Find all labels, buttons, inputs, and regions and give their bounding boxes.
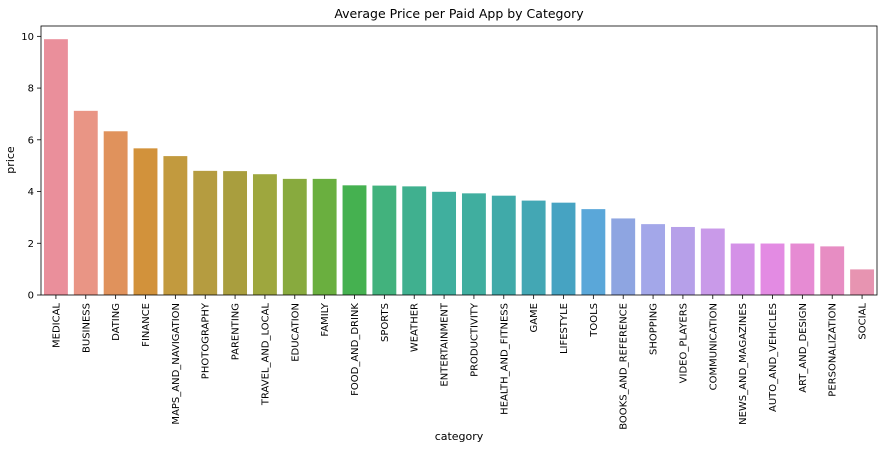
x-tick-label: MEDICAL <box>51 303 62 348</box>
x-tick-label: LIFESTYLE <box>559 303 570 354</box>
x-tick-label: PRODUCTIVITY <box>469 302 480 377</box>
y-tick-label: 0 <box>28 291 34 302</box>
x-tick-label: AUTO_AND_VEHICLES <box>768 303 779 412</box>
x-tick-label: FAMILY <box>320 302 331 336</box>
y-tick-label: 8 <box>28 84 34 95</box>
x-tick-label: MAPS_AND_NAVIGATION <box>171 303 182 425</box>
bar-video-players <box>670 226 695 295</box>
bars-group <box>43 39 875 295</box>
bar-maps-and-navigation <box>163 156 188 295</box>
bar-travel-and-local <box>252 174 277 295</box>
plot-frame <box>40 25 878 296</box>
bar-art-and-design <box>790 243 815 295</box>
y-tick-label: 10 <box>21 32 34 43</box>
x-tick-label: HEALTH_AND_FITNESS <box>499 303 510 415</box>
bar-tools <box>581 209 606 295</box>
x-tick-label: PARENTING <box>231 303 242 360</box>
bar-weather <box>402 186 427 295</box>
bar-family <box>312 178 337 295</box>
bar-entertainment <box>432 191 457 295</box>
y-axis-label: price <box>4 146 17 174</box>
x-tick-label: SOCIAL <box>858 303 869 340</box>
bar-personalization <box>820 246 845 295</box>
x-tick-label: DATING <box>111 303 122 341</box>
y-tick-label: 4 <box>28 187 34 198</box>
bar-dating <box>103 131 128 295</box>
x-tick-label: NEWS_AND_MAGAZINES <box>738 303 749 425</box>
bar-productivity <box>461 193 486 295</box>
x-tick-label: FINANCE <box>141 303 152 347</box>
bar-photography <box>193 170 218 295</box>
bar-sports <box>372 185 397 295</box>
x-tick-label: COMMUNICATION <box>708 303 719 390</box>
y-tick-label: 6 <box>28 135 34 146</box>
bar-business <box>73 110 98 295</box>
bar-finance <box>133 148 158 295</box>
x-tick-label: ART_AND_DESIGN <box>798 303 809 393</box>
bar-news-and-magazines <box>730 243 755 295</box>
x-tick-label: BUSINESS <box>81 303 92 353</box>
y-axis: 0 2 4 6 8 10 <box>21 32 41 302</box>
bar-parenting <box>223 171 248 295</box>
bar-food-and-drink <box>342 185 367 295</box>
bar-auto-and-vehicles <box>760 243 785 295</box>
x-tick-label: FOOD_AND_DRINK <box>350 303 361 396</box>
x-tick-label: ENTERTAINMENT <box>440 302 451 386</box>
x-tick-label: TOOLS <box>589 303 600 338</box>
bar-game <box>521 200 546 295</box>
y-tick-label: 2 <box>28 239 34 250</box>
x-tick-label: VIDEO_PLAYERS <box>678 303 689 383</box>
x-tick-label: SPORTS <box>380 303 391 342</box>
x-tick-label: GAME <box>529 303 540 333</box>
x-tick-label: PERSONALIZATION <box>828 303 839 397</box>
bar-education <box>282 178 307 295</box>
x-tick-label: SHOPPING <box>649 303 660 355</box>
x-tick-label: PHOTOGRAPHY <box>201 302 212 379</box>
x-tick-label: BOOKS_AND_REFERENCE <box>619 303 630 430</box>
bar-books-and-reference <box>611 218 636 295</box>
bar-communication <box>700 228 725 295</box>
chart-title: Average Price per Paid App by Category <box>334 6 584 21</box>
x-tick-label: WEATHER <box>410 303 421 352</box>
x-tick-label: TRAVEL_AND_LOCAL <box>260 303 271 407</box>
bar-lifestyle <box>551 202 576 295</box>
bar-medical <box>43 39 68 295</box>
bar-social <box>850 269 875 295</box>
bar-health-and-fitness <box>491 195 516 295</box>
x-axis: MEDICAL BUSINESS DATING FINANCE MAPS_AND_NAV… <box>51 295 869 430</box>
x-axis-label: category <box>435 430 484 443</box>
bar-shopping <box>641 224 666 295</box>
x-tick-label: EDUCATION <box>290 303 301 362</box>
